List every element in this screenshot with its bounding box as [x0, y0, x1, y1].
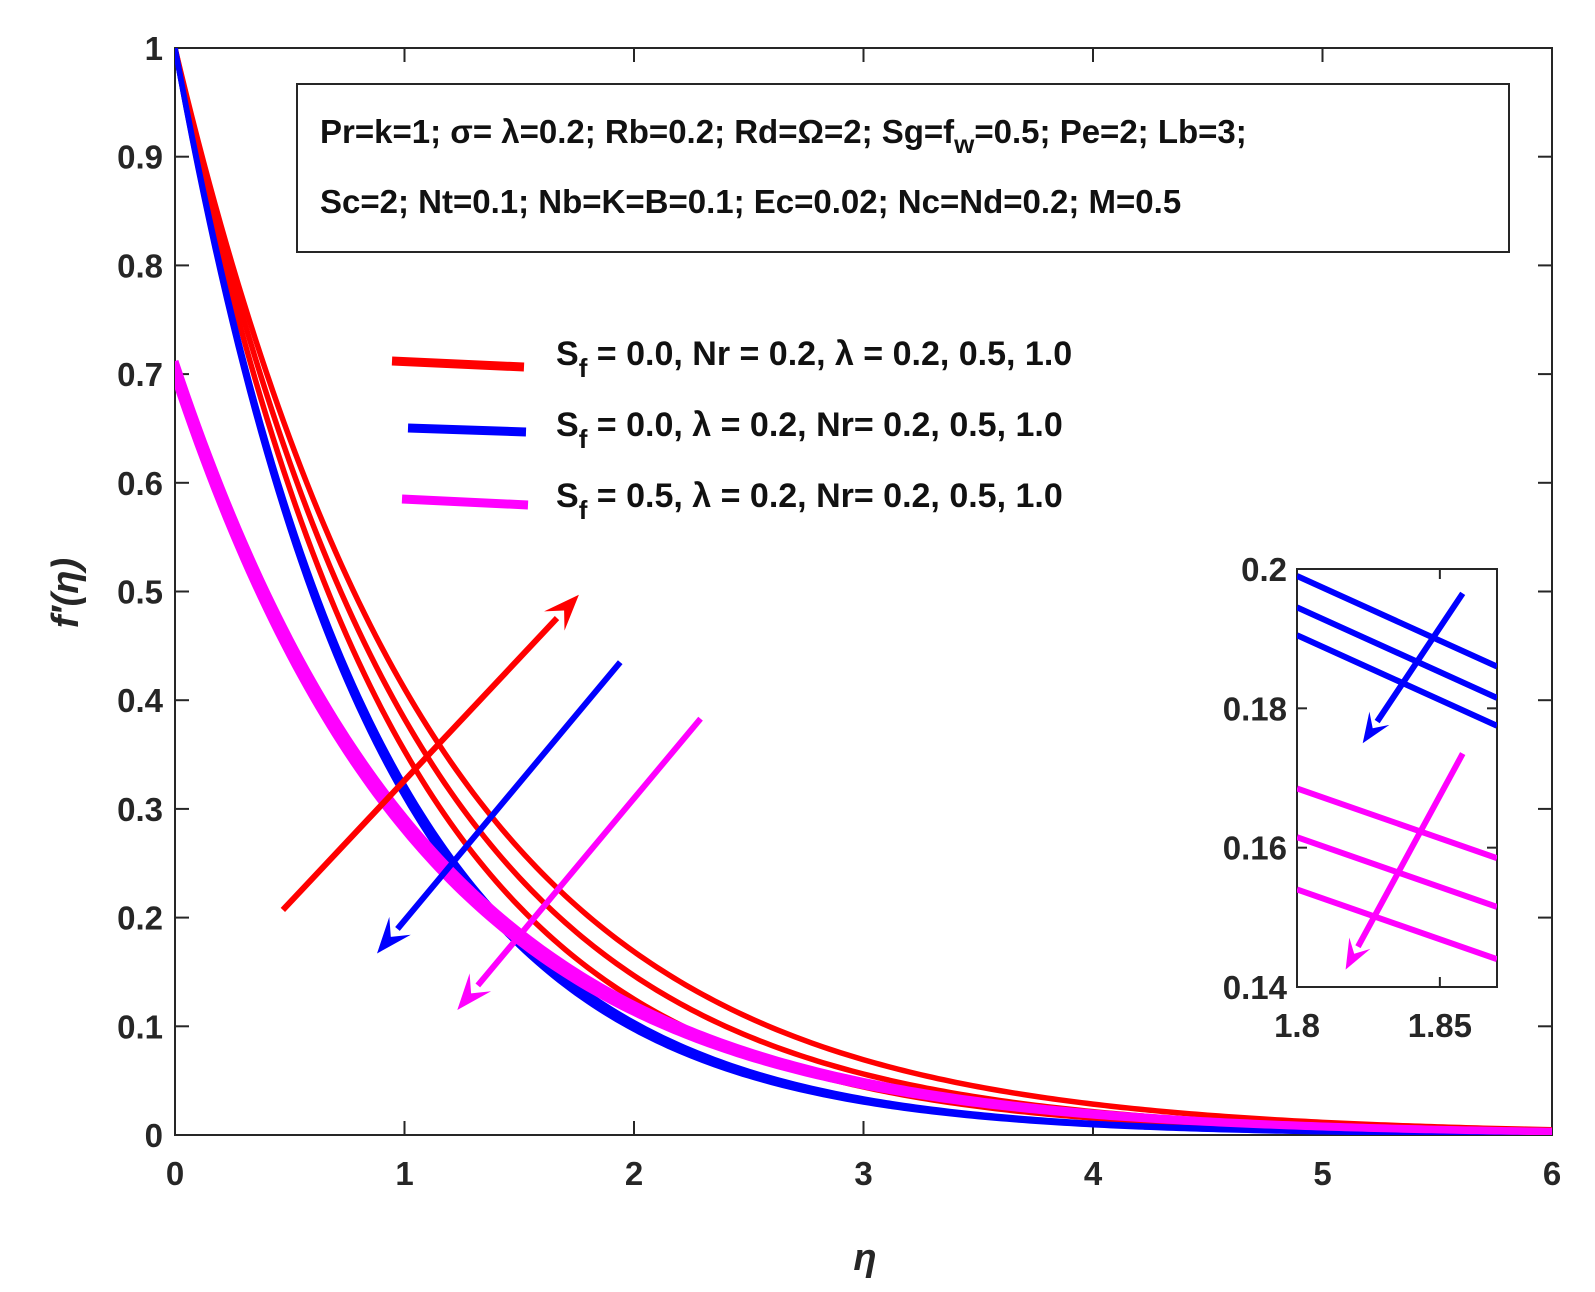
- legend-label: Sf = 0.0, Nr = 0.2, λ = 0.2, 0.5, 1.0: [556, 335, 1072, 383]
- series-line-magenta: [175, 377, 1552, 1135]
- trend-arrow-magenta: [457, 716, 703, 1010]
- inset-plot: 1.8 1.85 0.14 0.16 0.18 0.2: [1223, 551, 1498, 1044]
- inset-y-tick-label: 0.2: [1241, 551, 1287, 588]
- y-axis-label: f′(η): [45, 558, 87, 628]
- parameters-line-2: Sc=2; Nt=0.1; Nb=K=B=0.1; Ec=0.02; Nc=Nd…: [320, 183, 1181, 220]
- inset-line-blue: [1297, 573, 1497, 670]
- inset-arrow-magenta: [1345, 752, 1466, 970]
- legend-swatch: [391, 356, 525, 372]
- inset-x-tick-label: 1.85: [1408, 1007, 1472, 1044]
- x-tick-label: 1: [395, 1155, 413, 1192]
- y-tick-label: 0.7: [117, 356, 163, 393]
- y-tick-label: 0.9: [117, 139, 163, 176]
- inset-y-tick-label: 0.18: [1223, 690, 1287, 727]
- x-tick-label: 6: [1543, 1155, 1561, 1192]
- inset-y-tick-label: 0.16: [1223, 830, 1287, 867]
- legend-entry: Sf = 0.0, λ = 0.2, Nr= 0.2, 0.5, 1.0: [407, 406, 1063, 454]
- legend-swatch: [401, 494, 529, 510]
- y-tick-label: 0: [145, 1117, 163, 1154]
- inset-line-blue: [1297, 604, 1497, 701]
- series-line-red: [175, 48, 1552, 1133]
- x-tick-labels: 0 1 2 3 4 5 6: [166, 1155, 1561, 1192]
- parameters-line-1: Pr=k=1; σ= λ=0.2; Rb=0.2; Rd=Ω=2; Sg=fw=…: [320, 113, 1247, 159]
- inset-series-curves: [1297, 573, 1497, 962]
- parameters-box: Pr=k=1; σ= λ=0.2; Rb=0.2; Rd=Ω=2; Sg=fw=…: [296, 83, 1510, 253]
- y-tick-label: 1: [145, 30, 163, 67]
- y-tick-labels: 0 0.1 0.2 0.3 0.4 0.5 0.6 0.7 0.8 0.9 1: [117, 30, 164, 1154]
- legend: Sf = 0.0, Nr = 0.2, λ = 0.2, 0.5, 1.0 Sf …: [391, 335, 1072, 525]
- trend-arrow-red: [280, 594, 579, 913]
- legend-swatch: [407, 423, 527, 437]
- inset-line-magenta: [1297, 886, 1497, 962]
- x-tick-label: 5: [1313, 1155, 1331, 1192]
- inset-tick-labels: 1.8 1.85 0.14 0.16 0.18 0.2: [1223, 551, 1472, 1044]
- y-tick-label: 0.6: [117, 465, 163, 502]
- series-curves: [175, 48, 1552, 1135]
- x-tick-label: 3: [854, 1155, 872, 1192]
- y-tick-label: 0.8: [117, 247, 163, 284]
- tick-marks: [174, 47, 1553, 1136]
- inset-trend-arrows: [1345, 591, 1466, 970]
- x-tick-label: 4: [1084, 1155, 1103, 1192]
- legend-entry: Sf = 0.5, λ = 0.2, Nr= 0.2, 0.5, 1.0: [401, 477, 1063, 525]
- x-tick-label: 0: [166, 1155, 184, 1192]
- legend-label: Sf = 0.5, λ = 0.2, Nr= 0.2, 0.5, 1.0: [556, 477, 1063, 525]
- x-tick-label: 2: [625, 1155, 643, 1192]
- inset-tick-marks: [1296, 568, 1497, 988]
- x-axis-label: η: [853, 1237, 876, 1279]
- inset-arrow-blue: [1362, 591, 1466, 744]
- inset-y-tick-label: 0.14: [1223, 969, 1288, 1006]
- inset-line-blue: [1297, 632, 1497, 729]
- legend-label: Sf = 0.0, λ = 0.2, Nr= 0.2, 0.5, 1.0: [556, 406, 1063, 454]
- trend-arrow-blue: [377, 660, 623, 954]
- trend-arrows: [280, 594, 703, 1010]
- y-tick-label: 0.3: [117, 791, 163, 828]
- y-tick-label: 0.1: [117, 1008, 163, 1045]
- legend-entry: Sf = 0.0, Nr = 0.2, λ = 0.2, 0.5, 1.0: [391, 335, 1072, 383]
- inset-x-tick-label: 1.8: [1274, 1007, 1320, 1044]
- series-line-blue: [175, 48, 1552, 1135]
- y-tick-label: 0.5: [117, 574, 163, 611]
- y-tick-label: 0.2: [117, 900, 163, 937]
- inset-line-magenta: [1297, 785, 1497, 861]
- y-tick-label: 0.4: [117, 682, 164, 719]
- inset-axes: [1296, 568, 1498, 988]
